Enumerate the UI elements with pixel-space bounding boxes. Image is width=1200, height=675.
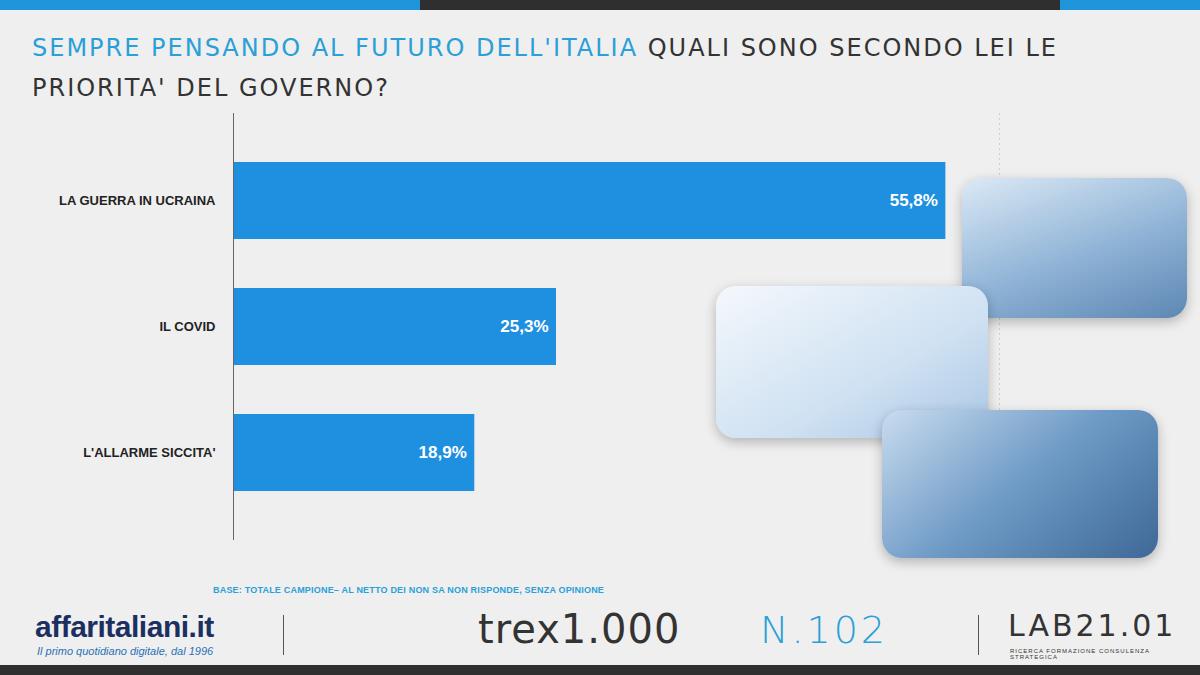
html-text:RICERCA FORMAZIONE CONSULENZA: RICERCA FORMAZIONE CONSULENZA STRATEGICA bbox=[1010, 648, 1150, 660]
html-text:trex1.000: trex1.000 bbox=[478, 606, 681, 652]
html-text:affaritaliani.it: affaritaliani.it bbox=[35, 610, 214, 643]
svg-text:18,9%: 18,9% bbox=[419, 443, 467, 462]
html-text:Il primo quotidiano digitale,: Il primo quotidiano digitale, dal 1996 bbox=[37, 645, 214, 657]
svg-text:LA GUERRA IN UCRAINA: LA GUERRA IN UCRAINA bbox=[59, 193, 216, 208]
html-text:LAB21.01: LAB21.01 bbox=[1008, 608, 1177, 643]
html-text:SEMPRE PENSANDO AL FUTURO DELL: SEMPRE PENSANDO AL FUTURO DELL'ITALIA QU… bbox=[32, 34, 1058, 102]
html-text:N.102: N.102 bbox=[760, 608, 888, 652]
svg-text:25,3%: 25,3% bbox=[500, 317, 548, 336]
svg-text:55,8%: 55,8% bbox=[890, 191, 938, 210]
svg-text:L'ALLARME SICCITA': L'ALLARME SICCITA' bbox=[83, 445, 215, 460]
svg-text:IL COVID: IL COVID bbox=[159, 319, 215, 334]
html-text:BASE: TOTALE CAMPIONE– AL NETT: BASE: TOTALE CAMPIONE– AL NETTO DEI NON … bbox=[213, 585, 605, 595]
